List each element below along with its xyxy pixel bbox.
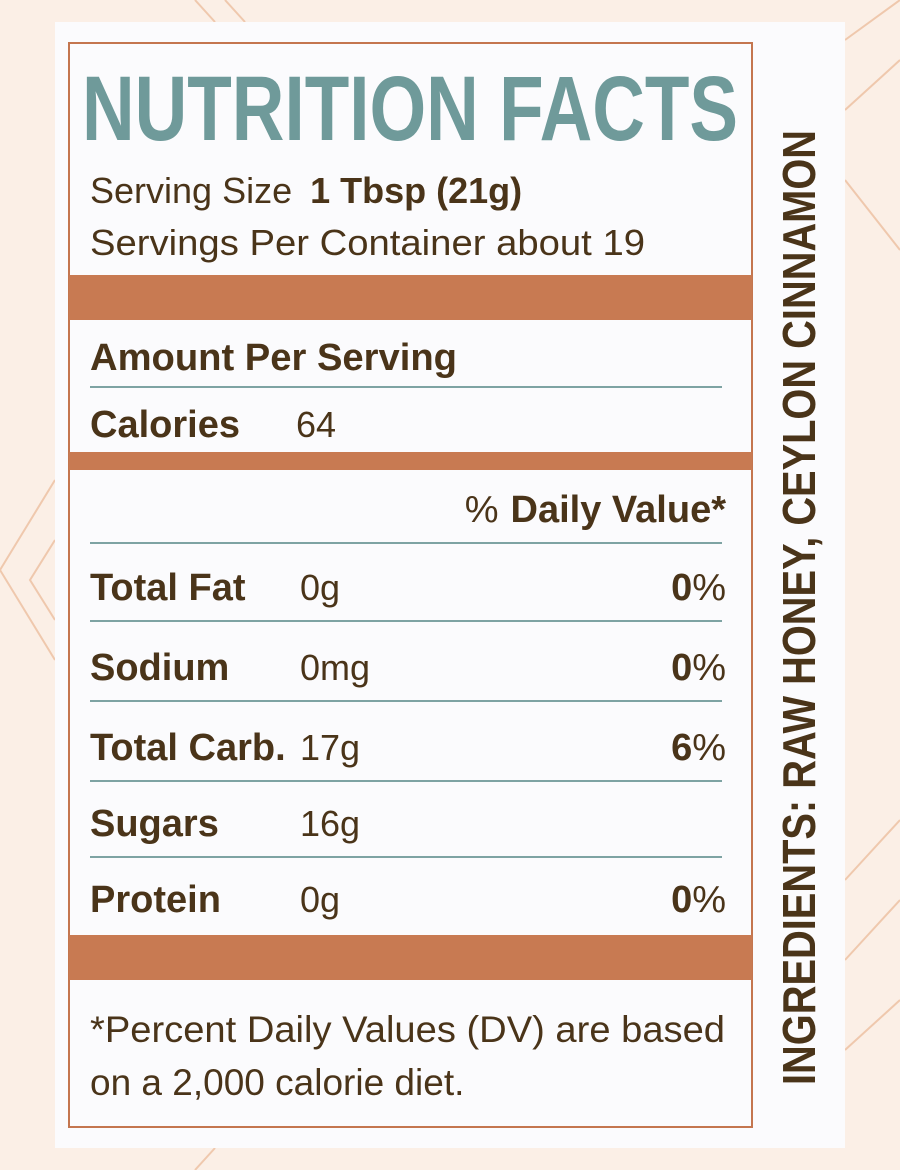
nutrient-rows: Total Fat 0g 0% Sodium 0mg 0% Total Carb. 17g 6%…: [90, 567, 726, 921]
amount-per-serving: Amount Per Serving: [90, 337, 457, 379]
daily-value-number: 0: [671, 879, 692, 921]
daily-value: 0%: [671, 567, 726, 609]
nutrient-name: Total Fat: [90, 567, 246, 609]
nutrient-name: Total Carb.: [90, 727, 286, 769]
title: NUTRITION FACTS: [82, 58, 738, 160]
nutrient-amount: 0mg: [300, 647, 370, 688]
daily-value-unit: %: [692, 567, 726, 609]
daily-value-header: % Daily Value*: [465, 489, 726, 531]
nutrient-name: Protein: [90, 879, 221, 921]
footnote: on a 2,000 calorie diet.: [90, 1062, 464, 1103]
daily-value-unit: %: [692, 727, 726, 769]
daily-value-number: 0: [671, 567, 692, 609]
divider-bar: [69, 935, 752, 980]
daily-value-number: 0: [671, 647, 692, 689]
servings-per-container: Servings Per Container about 19: [90, 222, 645, 263]
nutrient-name: Sodium: [90, 647, 229, 689]
divider-bar: [69, 275, 752, 320]
nutrient-amount: 17g: [300, 727, 360, 768]
calories-value: 64: [296, 404, 336, 445]
daily-value: 0%: [671, 879, 726, 921]
calories-label: Calories: [90, 404, 240, 446]
ingredients: INGREDIENTS: RAW HONEY, CEYLON CINNAMON: [773, 130, 825, 1085]
nutrient-amount: 0g: [300, 567, 340, 608]
divider-bar: [69, 452, 752, 470]
daily-value: 0%: [671, 647, 726, 689]
daily-value-unit: %: [692, 647, 726, 689]
footnote: *Percent Daily Values (DV) are based: [90, 1009, 725, 1050]
daily-value: 6%: [671, 727, 726, 769]
nutrient-name: Sugars: [90, 803, 219, 845]
nutrient-amount: 16g: [300, 803, 360, 844]
serving-size: Serving Size 1 Tbsp (21g): [90, 170, 522, 211]
daily-value-unit: %: [692, 879, 726, 921]
nutrient-amount: 0g: [300, 879, 340, 920]
daily-value-number: 6: [671, 727, 692, 769]
label-border: [68, 42, 753, 1128]
